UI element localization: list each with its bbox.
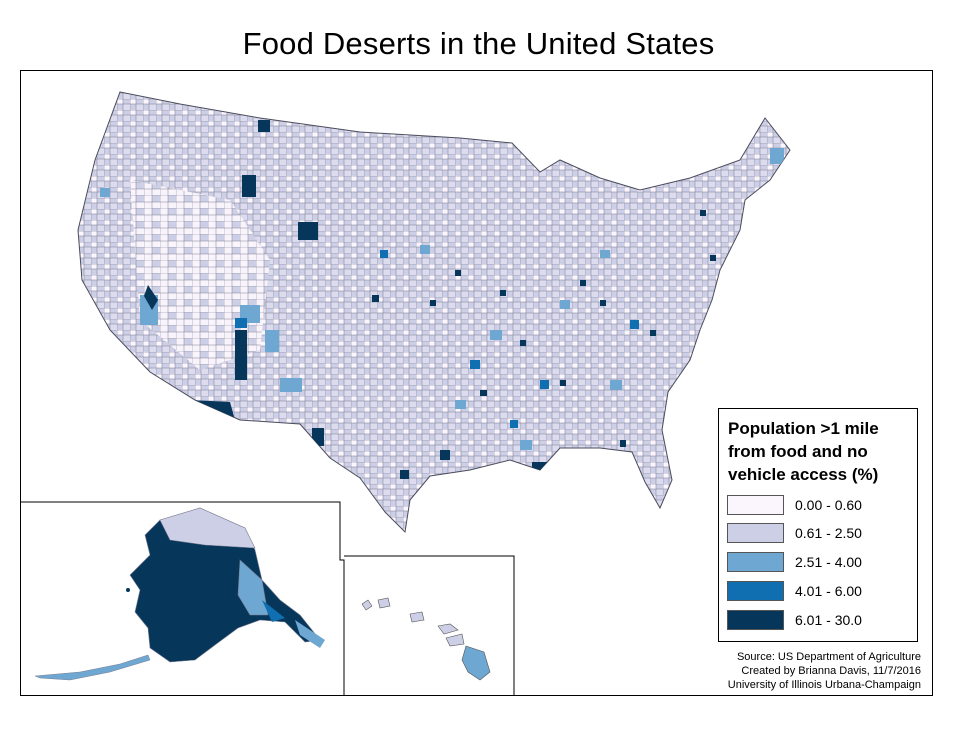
legend-title-line: vehicle access (%)	[728, 465, 879, 484]
legend-title: Population >1 mile from food and no vehi…	[728, 417, 913, 486]
legend-title-line: Population >1 mile	[728, 419, 879, 438]
contiguous-us-counties	[77, 91, 791, 534]
legend-label: 2.51 - 4.00	[795, 554, 862, 570]
legend-label: 0.00 - 0.60	[795, 497, 862, 513]
legend-title-line: from food and no	[728, 442, 868, 461]
legend-swatch	[727, 610, 784, 630]
source-line: Source: US Department of Agriculture	[736, 651, 921, 663]
map-title: Food Deserts in the United States	[242, 26, 715, 61]
institution-line: University of Illinois Urbana-Champaign	[727, 679, 921, 691]
legend-label: 4.01 - 6.00	[795, 583, 862, 599]
legend-swatch	[727, 523, 784, 543]
legend-swatch	[727, 581, 784, 601]
legend-swatch	[727, 495, 784, 515]
legend-label: 6.01 - 30.0	[795, 612, 862, 628]
credit-line: Created by Brianna Davis, 11/7/2016	[741, 665, 921, 677]
source-credits: Source: US Department of Agriculture Cre…	[728, 650, 921, 692]
hawaii-inset	[344, 555, 515, 696]
legend-label: 0.61 - 2.50	[795, 525, 862, 541]
legend: Population >1 mile from food and no vehi…	[718, 408, 918, 642]
legend-swatch	[727, 552, 784, 572]
alaska-inset	[20, 501, 345, 696]
